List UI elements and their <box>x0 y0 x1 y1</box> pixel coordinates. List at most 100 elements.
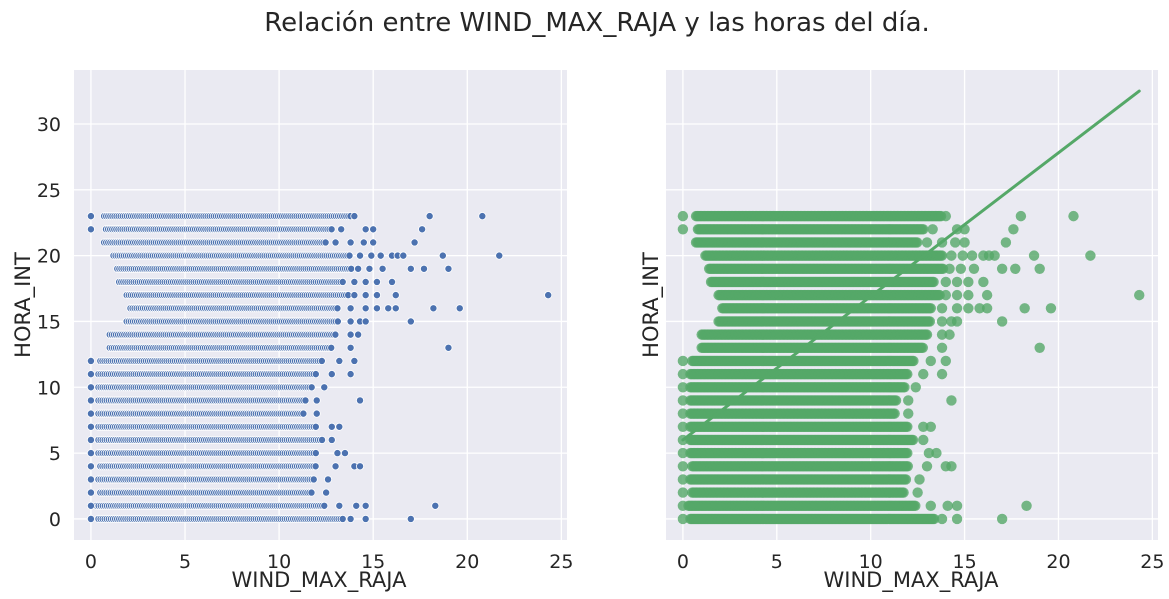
data-point <box>1021 500 1032 511</box>
data-point <box>365 264 374 273</box>
data-point <box>338 277 347 286</box>
data-point <box>352 501 361 510</box>
data-point <box>1034 342 1045 353</box>
data-point <box>350 291 359 300</box>
data-point <box>86 409 95 418</box>
data-point <box>902 368 913 380</box>
data-point <box>951 513 963 525</box>
data-point <box>311 449 320 458</box>
data-point <box>333 304 342 313</box>
data-point <box>86 422 95 431</box>
data-point <box>946 461 957 472</box>
data-point <box>677 382 689 393</box>
data-point <box>544 291 553 300</box>
data-point <box>369 238 378 247</box>
data-point <box>431 501 440 510</box>
data-point <box>910 382 921 393</box>
data-point <box>346 238 355 247</box>
y-tick-label: 30 <box>37 114 61 136</box>
data-point <box>478 212 487 221</box>
data-point <box>86 449 95 458</box>
data-point <box>903 395 914 406</box>
data-point <box>312 396 321 405</box>
data-point <box>384 304 393 313</box>
data-point <box>327 435 336 444</box>
y-tick-label: 0 <box>49 509 61 531</box>
data-point <box>936 368 948 380</box>
data-point <box>335 356 344 365</box>
data-point <box>900 474 912 485</box>
data-point <box>369 225 378 234</box>
data-point <box>677 395 689 406</box>
y-tick-label: 10 <box>37 377 61 399</box>
data-point <box>918 434 929 446</box>
data-point <box>388 277 397 286</box>
data-point <box>361 514 370 523</box>
data-point <box>921 461 933 472</box>
points-left <box>86 212 553 523</box>
data-point <box>677 355 689 367</box>
data-point <box>356 462 365 471</box>
data-point <box>376 251 385 260</box>
y-tick-label: 25 <box>37 180 61 202</box>
data-point <box>346 514 355 523</box>
y-tick-label: 20 <box>37 246 61 268</box>
data-point <box>335 422 344 431</box>
y-tick-label: 15 <box>37 311 61 333</box>
data-point <box>354 330 363 339</box>
data-point <box>307 383 316 392</box>
data-point <box>346 343 355 352</box>
data-point <box>86 356 95 365</box>
data-point <box>406 317 415 326</box>
data-point <box>333 449 342 458</box>
data-point <box>359 238 368 247</box>
data-point <box>331 462 340 471</box>
data-point <box>406 264 415 273</box>
data-point <box>327 422 336 431</box>
data-point <box>996 513 1008 525</box>
data-point <box>677 500 689 511</box>
data-point <box>327 370 336 379</box>
data-point <box>903 408 914 419</box>
data-point <box>936 342 948 353</box>
data-point <box>361 317 370 326</box>
data-point <box>912 487 923 498</box>
data-point <box>86 435 95 444</box>
data-point <box>86 462 95 471</box>
data-point <box>86 396 95 405</box>
x-axis-label-left: WIND_MAX_RAJA <box>231 568 407 593</box>
data-point <box>347 264 356 273</box>
figure-title: Relación entre WIND_MAX_RAJA y las horas… <box>264 8 930 38</box>
data-point <box>86 475 95 484</box>
data-point <box>335 501 344 510</box>
data-point <box>429 304 438 313</box>
data-point <box>86 501 95 510</box>
data-point <box>333 317 342 326</box>
data-point <box>327 225 336 234</box>
data-point <box>350 277 359 286</box>
data-point <box>301 396 310 405</box>
data-point <box>340 449 349 458</box>
data-point <box>677 461 689 472</box>
data-point <box>378 264 387 273</box>
data-point <box>372 304 381 313</box>
data-point <box>898 487 909 498</box>
data-point <box>925 421 936 432</box>
data-point <box>677 368 689 380</box>
data-point <box>361 277 370 286</box>
data-point <box>86 488 95 497</box>
data-point <box>899 382 910 393</box>
data-point <box>925 500 936 511</box>
data-point <box>356 396 365 405</box>
data-point <box>361 501 370 510</box>
data-point <box>346 317 355 326</box>
data-point <box>331 330 340 339</box>
data-point <box>86 370 95 379</box>
data-point <box>337 225 346 234</box>
y-tick-label: 5 <box>49 443 61 465</box>
data-point <box>890 395 902 406</box>
data-point <box>327 343 336 352</box>
data-point <box>917 342 928 353</box>
data-point <box>495 251 504 260</box>
